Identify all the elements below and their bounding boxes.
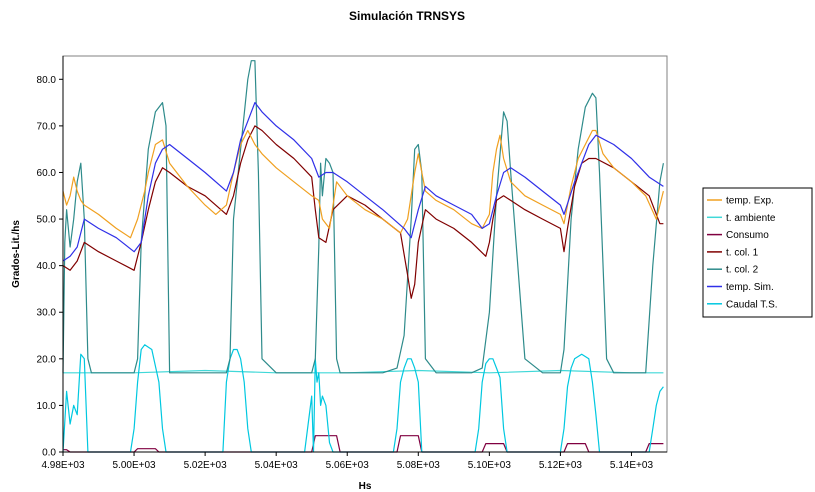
x-tick-label: 5.00E+03 [113, 460, 157, 471]
axes-layer: 0.0 10.0 20.0 30.0 40.0 50.0 60.0 70.0 80.0 4.98E… [37, 56, 667, 471]
x-tick-label: 5.02E+03 [184, 460, 228, 471]
legend-label-t-ambiente: t. ambiente [726, 213, 776, 224]
x-tick-label: 5.04E+03 [255, 460, 299, 471]
series-line-t-col-2 [62, 60, 664, 374]
legend-label-temp-sim: temp. Sim. [726, 282, 774, 293]
y-tick-label: 70.0 [37, 121, 57, 132]
legend-label-consumo: Consumo [726, 230, 769, 241]
chart-title: Simulación TRNSYS [349, 9, 465, 23]
x-tick-label: 4.98E+03 [41, 460, 85, 471]
y-tick-label: 80.0 [37, 75, 57, 86]
y-tick-label: 50.0 [37, 215, 57, 226]
legend-label-caudal-t-s: Caudal T.S. [726, 299, 778, 310]
x-tick-label: 5.06E+03 [326, 460, 370, 471]
y-tick-label: 10.0 [37, 401, 57, 412]
y-tick-label: 0.0 [42, 448, 56, 459]
x-tick-label: 5.12E+03 [539, 460, 583, 471]
x-tick-label: 5.14E+03 [610, 460, 654, 471]
series-line-consumo [63, 435, 664, 453]
series-line-caudal-t-s [62, 344, 664, 453]
x-axis-label: Hs [359, 481, 372, 492]
legend-label-t-col-1: t. col. 1 [726, 247, 759, 258]
y-tick-label: 40.0 [37, 261, 57, 272]
legend-label-t-col-2: t. col. 2 [726, 265, 759, 276]
x-tick-label: 5.08E+03 [397, 460, 441, 471]
series-line-temp-exp [62, 129, 664, 239]
series-layer [62, 60, 664, 453]
legend: temp. Exp. t. ambiente Consumo t. col. 1 t. … [702, 187, 813, 318]
plot-area [62, 55, 668, 453]
legend-label-temp-exp: temp. Exp. [726, 196, 774, 207]
y-axis-label: Grados-Lit./hs [11, 220, 22, 288]
series-line-temp-sim [62, 101, 664, 262]
legend-items: temp. Exp. t. ambiente Consumo t. col. 1 t. … [707, 196, 778, 310]
x-tick-label: 5.10E+03 [468, 460, 512, 471]
y-tick-label: 30.0 [37, 308, 57, 319]
y-tick-label: 60.0 [37, 168, 57, 179]
y-tick-label: 20.0 [37, 354, 57, 365]
